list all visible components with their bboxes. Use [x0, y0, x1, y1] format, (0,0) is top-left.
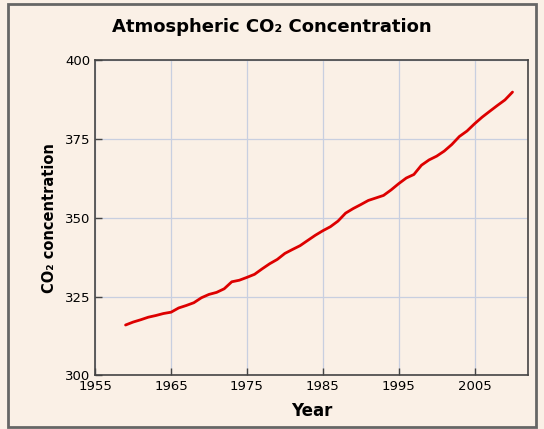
Y-axis label: CO₂ concentration: CO₂ concentration	[41, 143, 57, 293]
Text: Atmospheric CO₂ Concentration: Atmospheric CO₂ Concentration	[112, 18, 432, 36]
X-axis label: Year: Year	[290, 402, 332, 420]
